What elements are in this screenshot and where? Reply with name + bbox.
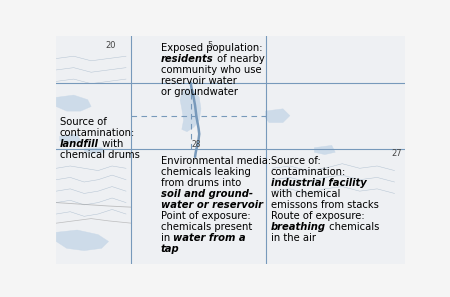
Text: with chemical: with chemical: [271, 189, 340, 199]
Text: reservoir water: reservoir water: [161, 76, 237, 86]
Text: emissons from stacks: emissons from stacks: [271, 200, 378, 210]
Text: landfill: landfill: [60, 139, 99, 149]
Polygon shape: [60, 134, 81, 143]
Text: industrial facility: industrial facility: [271, 178, 366, 188]
Text: in the air: in the air: [271, 233, 316, 243]
Text: contamination:: contamination:: [271, 167, 346, 177]
Text: chemical drums: chemical drums: [60, 150, 140, 160]
Text: breathing: breathing: [271, 222, 326, 232]
Text: residents: residents: [161, 54, 214, 64]
Polygon shape: [180, 88, 201, 132]
Text: soil and ground-: soil and ground-: [161, 189, 253, 199]
Text: Source of:: Source of:: [271, 156, 320, 166]
Polygon shape: [314, 146, 335, 154]
Text: chemicals present: chemicals present: [161, 222, 252, 232]
Text: Point of exposure:: Point of exposure:: [161, 211, 251, 221]
Text: of nearby: of nearby: [214, 54, 265, 64]
Text: 20: 20: [105, 41, 116, 50]
Text: 28: 28: [191, 140, 201, 149]
Text: chemicals: chemicals: [326, 222, 379, 232]
Text: Environmental media:: Environmental media:: [161, 156, 271, 166]
Text: Route of exposure:: Route of exposure:: [271, 211, 364, 221]
Text: 27: 27: [391, 149, 401, 158]
Text: community who use: community who use: [161, 65, 261, 75]
Text: in: in: [161, 233, 173, 243]
Text: from drums into: from drums into: [161, 178, 241, 188]
Polygon shape: [56, 95, 91, 111]
Polygon shape: [56, 230, 108, 251]
Text: Exposed population:: Exposed population:: [161, 42, 262, 53]
Text: 5: 5: [207, 41, 212, 50]
Text: or groundwater: or groundwater: [161, 87, 238, 97]
Polygon shape: [84, 148, 105, 154]
Text: water from a: water from a: [173, 233, 246, 243]
Text: tap: tap: [161, 244, 180, 254]
Text: water or reservoir: water or reservoir: [161, 200, 263, 210]
Text: Source of: Source of: [60, 117, 107, 127]
Text: contamination:: contamination:: [60, 128, 135, 138]
Text: with: with: [99, 139, 123, 149]
Polygon shape: [266, 109, 290, 123]
Text: chemicals leaking: chemicals leaking: [161, 167, 251, 177]
